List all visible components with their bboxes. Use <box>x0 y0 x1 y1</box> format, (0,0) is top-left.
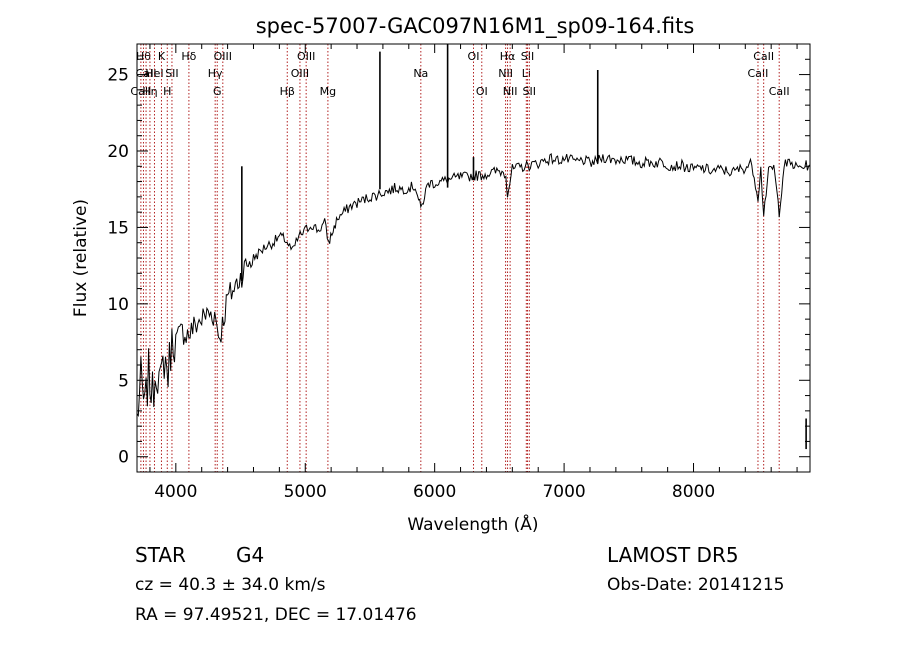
line-marker-label-11: OIII <box>214 50 232 63</box>
line-marker-label-9: Hγ <box>208 67 223 80</box>
line-marker-label-6: H <box>163 85 171 98</box>
line-marker-label-5: K <box>158 50 166 63</box>
spectrum-line <box>136 152 811 418</box>
y-axis: 0 5 10 15 20 25 <box>107 58 810 468</box>
y-tick-label: 0 <box>118 448 129 468</box>
line-marker-label-22: Li <box>522 67 531 80</box>
y-tick-label: 15 <box>107 218 129 238</box>
line-marker-label-7: SII <box>165 67 178 80</box>
x-tick-label: 4000 <box>154 482 197 502</box>
x-tick-label: 7000 <box>542 482 585 502</box>
line-marker-label-14: OIII <box>297 50 315 63</box>
chart-title: spec-57007-GAC097N16M1_sp09-164.fits <box>256 14 695 39</box>
y-tick-label: 5 <box>118 371 129 391</box>
object-subclass: G4 <box>236 543 264 567</box>
line-marker-label-27: CaII <box>769 85 790 98</box>
y-tick-label: 25 <box>107 66 129 86</box>
line-marker-label-19: NII <box>498 67 513 80</box>
spectrum-series <box>136 44 811 450</box>
line-marker-label-4: HeI <box>145 67 163 80</box>
emission-line-markers: CaIIHθCaIIHηHeIKHSIIHδHγGOIIIHβOIIIOIIIM… <box>130 44 790 472</box>
x-tick-label: 8000 <box>672 482 715 502</box>
line-marker-label-18: OI <box>476 85 488 98</box>
line-marker-label-15: Mg <box>320 85 336 98</box>
y-tick-label: 20 <box>107 142 129 162</box>
x-axis-label: Wavelength (Å) <box>407 513 538 535</box>
line-marker-label-17: OI <box>468 50 480 63</box>
redshift-velocity: cz = 40.3 ± 34.0 km/s <box>135 575 326 595</box>
object-class: STAR <box>135 543 186 567</box>
line-marker-label-20: Hα <box>500 50 516 63</box>
line-marker-label-21: NII <box>503 85 518 98</box>
line-marker-label-3: Hη <box>142 85 157 98</box>
y-axis-label: Flux (relative) <box>71 199 91 317</box>
x-tick-label: 5000 <box>284 482 327 502</box>
line-marker-label-2: CaII <box>136 67 157 80</box>
observation-date: Obs-Date: 20141215 <box>607 575 784 595</box>
line-marker-label-12: Hβ <box>280 85 295 98</box>
survey-release: LAMOST DR5 <box>607 543 739 567</box>
x-axis: 4000 5000 6000 7000 8000 <box>149 44 798 502</box>
line-marker-label-24: SII <box>523 85 536 98</box>
line-marker-label-0: CaII <box>130 85 151 98</box>
line-marker-label-10: G <box>213 85 222 98</box>
line-marker-label-1: Hθ <box>136 50 151 63</box>
line-marker-label-13: OIII <box>291 67 309 80</box>
line-marker-label-25: CaII <box>748 67 769 80</box>
line-marker-label-16: Na <box>413 67 428 80</box>
y-tick-label: 10 <box>107 295 129 315</box>
sky-coordinates: RA = 97.49521, DEC = 17.01476 <box>135 605 417 625</box>
line-marker-label-8: Hδ <box>181 50 196 63</box>
x-tick-label: 6000 <box>413 482 456 502</box>
line-marker-label-26: CaII <box>753 50 774 63</box>
line-marker-label-23: SII <box>521 50 534 63</box>
